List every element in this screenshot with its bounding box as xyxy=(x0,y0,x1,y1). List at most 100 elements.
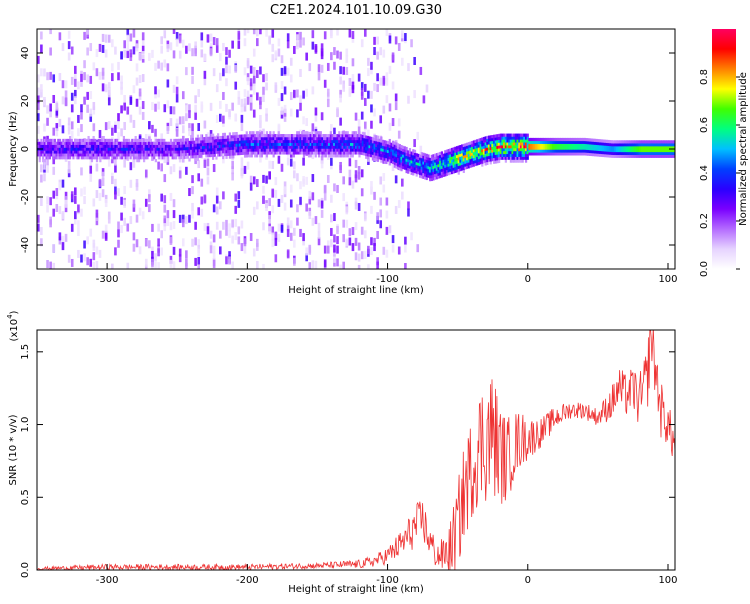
spectrogram-ridge-cell xyxy=(449,165,452,169)
spectrogram-ridge-cell xyxy=(479,161,482,165)
spectrogram-ridge-cell xyxy=(513,133,516,137)
spectrogram-cell xyxy=(367,57,370,66)
spectrogram-ridge-cell xyxy=(634,148,637,153)
spectrogram-ridge-cell xyxy=(535,146,538,150)
spectrogram-cell xyxy=(407,95,410,104)
spectrogram-ridge-cell xyxy=(408,165,412,169)
spectrogram-ridge-cell xyxy=(171,150,174,154)
spectrogram-cell xyxy=(240,170,244,179)
spectrogram-ridge-cell xyxy=(410,151,413,155)
spectrogram-ridge-cell xyxy=(509,145,513,149)
spectrogram-ridge-cell xyxy=(523,139,526,143)
spectrogram-ridge-cell xyxy=(338,139,341,144)
spectrogram-ridge-cell xyxy=(254,151,257,155)
spectrogram-ridge-cell xyxy=(667,148,671,153)
spectrogram-ridge-cell xyxy=(40,150,43,154)
spectrogram-ridge-cell xyxy=(52,150,55,154)
spectrogram-ridge-cell xyxy=(612,146,615,150)
spectrogram-ridge-cell xyxy=(348,139,351,144)
spectrogram-ridge-cell xyxy=(326,151,329,155)
spectrogram-cell xyxy=(148,52,151,61)
spectrogram-cell xyxy=(83,72,86,81)
spectrogram-ridge-cell xyxy=(45,150,48,154)
spectrogram-ridge-cell xyxy=(472,146,476,150)
spectrogram-cell xyxy=(191,238,194,247)
spectrogram-cell xyxy=(326,240,330,249)
spectrogram-ridge-cell xyxy=(134,147,137,151)
spectrogram-ridge-cell xyxy=(622,146,625,150)
spectrogram-ridge-cell xyxy=(445,166,449,171)
spectrogram-ridge-cell xyxy=(587,152,590,156)
spectrogram-ridge-cell xyxy=(176,138,179,143)
spectrogram-cell xyxy=(188,127,191,136)
spectrogram-cell xyxy=(363,250,367,259)
spectrogram-cell xyxy=(280,163,284,172)
spectrogram-ridge-cell xyxy=(445,152,449,156)
spectrogram-ridge-cell xyxy=(430,163,433,167)
spectrogram-ridge-cell xyxy=(444,150,447,154)
spectrogram-ridge-cell xyxy=(630,140,634,144)
spectrogram-ridge-cell xyxy=(415,164,418,168)
spectrogram-ridge-cell xyxy=(333,139,336,144)
spectrogram-ridge-cell xyxy=(52,138,55,143)
spectrogram-ridge-cell xyxy=(72,153,75,157)
spectrogram-ridge-cell xyxy=(434,162,437,166)
spectrogram-ridge-cell xyxy=(217,141,220,146)
x-tick-label: -300 xyxy=(96,274,119,285)
spectrogram-ridge-cell xyxy=(269,134,272,138)
spectrogram-cell xyxy=(123,95,126,104)
spectrogram-ridge-cell xyxy=(215,150,218,154)
spectrogram-ridge-cell xyxy=(541,143,544,147)
spectrogram-cell xyxy=(148,121,151,130)
spectrogram-ridge-cell xyxy=(297,139,301,144)
spectrogram-ridge-cell xyxy=(43,159,46,163)
spectrogram-cell xyxy=(114,186,117,195)
spectrogram-cell xyxy=(138,207,142,216)
spectrogram-ridge-cell xyxy=(252,139,255,144)
spectrogram-ridge-cell xyxy=(349,151,353,155)
spectrogram-ridge-cell xyxy=(306,136,309,141)
spectrogram-cell xyxy=(246,77,250,86)
spectrogram-ridge-cell xyxy=(366,147,369,151)
spectrogram-cell xyxy=(191,210,194,219)
snr-y-label: SNR (10 * v/v) xyxy=(8,414,19,485)
spectrogram-cell xyxy=(37,125,40,134)
spectrogram-cell xyxy=(289,184,293,193)
spectrogram-cell xyxy=(43,173,46,182)
spectrogram-ridge-cell xyxy=(84,144,87,148)
spectrogram-ridge-cell xyxy=(360,148,363,152)
spectrogram-ridge-cell xyxy=(260,154,263,158)
spectrogram-ridge-cell xyxy=(523,145,526,149)
spectrogram-ridge-cell xyxy=(551,149,555,153)
spectrogram-ridge-cell xyxy=(397,166,400,170)
spectrogram-ridge-cell xyxy=(610,145,613,150)
spectrogram-ridge-cell xyxy=(358,148,361,152)
spectrogram-ridge-cell xyxy=(60,144,63,148)
spectrogram-ridge-cell xyxy=(119,147,122,151)
spectrogram-cell xyxy=(52,166,56,175)
spectrogram-cell xyxy=(101,67,105,76)
spectrogram-ridge-cell xyxy=(166,144,169,148)
spectrogram-ridge-cell xyxy=(245,134,248,138)
spectrogram-ridge-cell xyxy=(444,161,447,165)
spectrogram-ridge-cell xyxy=(129,156,132,160)
spectrogram-ridge-cell xyxy=(637,148,640,153)
spectrogram-cell xyxy=(268,226,271,235)
spectrogram-ridge-cell xyxy=(412,149,415,153)
spectrogram-ridge-cell xyxy=(292,134,295,138)
spectrogram-ridge-cell xyxy=(646,148,649,153)
spectrogram-ridge-cell xyxy=(304,145,307,149)
spectrogram-cell xyxy=(178,214,182,223)
spectrogram-ridge-cell xyxy=(114,156,117,160)
spectrogram-ridge-cell xyxy=(42,147,45,151)
spectrogram-ridge-cell xyxy=(629,151,632,156)
spectrogram-ridge-cell xyxy=(632,140,635,144)
spectrogram-ridge-cell xyxy=(541,152,544,156)
spectrogram-ridge-cell xyxy=(526,136,529,140)
spectrogram-ridge-cell xyxy=(477,144,481,148)
spectrogram-cell xyxy=(144,198,148,207)
spectrogram-ridge-cell xyxy=(304,151,307,155)
spectrogram-cell xyxy=(74,195,77,204)
spectrogram-ridge-cell xyxy=(388,150,391,154)
spectrogram-cell xyxy=(49,261,52,269)
